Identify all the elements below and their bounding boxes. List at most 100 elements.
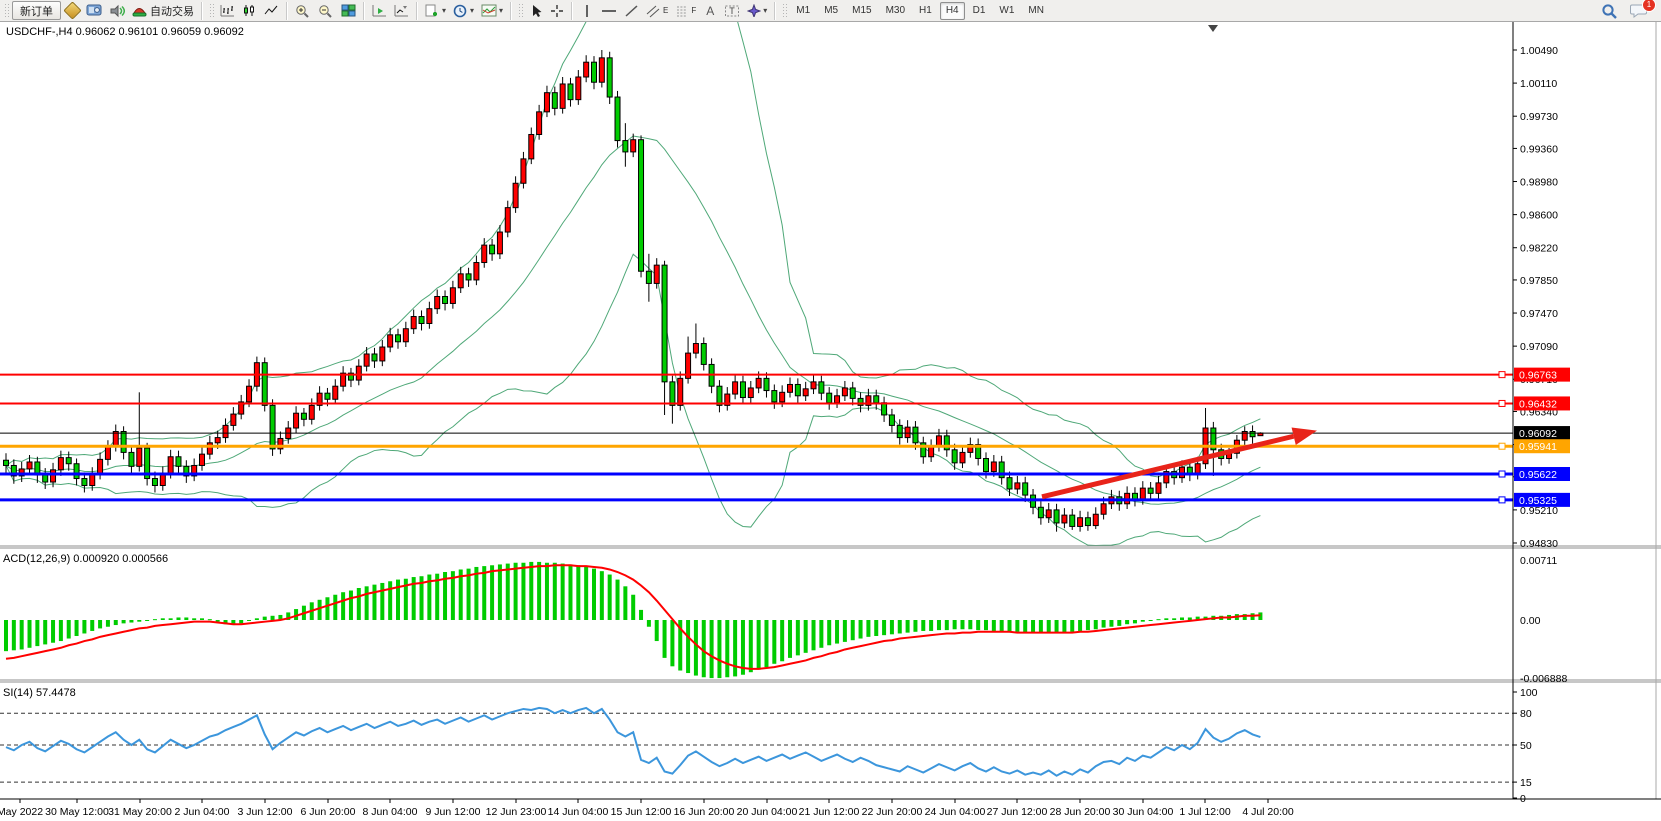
candle-chart-type-icon[interactable]	[239, 1, 260, 21]
vertical-line-tool-icon[interactable]	[577, 1, 597, 21]
chart-shift-marker[interactable]	[1208, 25, 1218, 32]
price-tag-text: 0.96432	[1519, 398, 1557, 410]
hline-handle[interactable]	[1498, 496, 1506, 504]
autotrading-button[interactable]: 自动交易	[129, 1, 197, 21]
templates-icon[interactable]: ▾	[478, 1, 506, 21]
macd-bar	[356, 588, 361, 620]
candle	[371, 353, 378, 362]
text-label-tool-icon[interactable]: T	[721, 1, 743, 21]
chat-icon[interactable]: 1	[1627, 0, 1656, 21]
macd-bar	[693, 620, 698, 676]
equidistant-channel-tool-icon[interactable]: E	[643, 1, 671, 21]
macd-bar	[419, 576, 424, 620]
candle	[277, 437, 284, 450]
price-tick: 1.00110	[1520, 78, 1557, 90]
macd-bar	[1070, 620, 1075, 632]
clock-glyph	[453, 4, 467, 17]
chevron-down-icon: ▾	[442, 6, 447, 15]
channel-e-label: E	[663, 6, 669, 15]
new-order-button[interactable]: 新订单	[12, 1, 61, 20]
arrows-tool-icon[interactable]: ▾	[744, 1, 770, 21]
zoom-in-icon[interactable]	[292, 1, 314, 21]
candle	[434, 295, 441, 310]
fibonacci-tool-icon[interactable]: F	[672, 1, 699, 21]
candle	[214, 437, 221, 444]
auto-scroll-icon[interactable]	[369, 1, 390, 21]
candle	[1006, 477, 1013, 490]
tf-button-H4[interactable]: H4	[939, 1, 965, 20]
indicators-add-icon[interactable]: ▾	[422, 1, 449, 21]
time-tick: 8 Jun 04:00	[363, 806, 418, 818]
macd-bar	[615, 579, 620, 620]
tf-button-D1[interactable]: D1	[972, 5, 986, 16]
bar-chart-type-icon[interactable]	[217, 1, 238, 21]
candle	[26, 461, 33, 470]
metaeditor-icon[interactable]	[62, 1, 82, 21]
line-chart-type-icon[interactable]	[261, 1, 282, 21]
candle	[834, 395, 841, 404]
horizontal-line-tool-icon[interactable]	[598, 1, 620, 21]
candle	[685, 352, 692, 379]
candle	[261, 362, 268, 406]
candle	[1014, 482, 1021, 490]
broadcast-icon[interactable]	[106, 1, 128, 21]
candles-layer	[3, 50, 1264, 532]
terminal-icon[interactable]	[83, 1, 105, 21]
chart-area[interactable]: USDCHF-,H4 0.96062 0.96101 0.96059 0.960…	[0, 22, 1661, 821]
zoom-out-icon[interactable]	[315, 1, 337, 21]
tf-button-MN[interactable]: MN	[1028, 5, 1044, 16]
tf-button-M15[interactable]: M15	[852, 5, 872, 16]
tf-button-M1[interactable]: M1	[796, 5, 811, 16]
tf-button-M30[interactable]: M30	[885, 5, 906, 16]
price-tag-text: 0.96092	[1519, 428, 1557, 440]
hline-handle[interactable]	[1498, 442, 1506, 450]
chart-shift-icon[interactable]	[391, 1, 412, 21]
macd-bar	[192, 618, 197, 620]
tile-windows-icon[interactable]	[338, 1, 359, 21]
candle	[379, 346, 386, 362]
hline-handle[interactable]	[1498, 371, 1506, 379]
macd-bar	[403, 578, 408, 620]
tf-button-M5[interactable]: M5	[824, 5, 839, 16]
price-tag-0.96763	[1514, 367, 1570, 382]
notification-badge: 1	[1642, 0, 1656, 12]
toolbar-grip[interactable]	[209, 2, 214, 19]
toolbar-grip[interactable]	[518, 2, 524, 19]
hline-handle[interactable]	[1498, 399, 1506, 407]
trend-arrow-line[interactable]	[1041, 433, 1295, 500]
crosshair-tool-icon[interactable]	[547, 1, 567, 21]
tf-button-W1[interactable]: W1	[999, 5, 1015, 16]
macd-bar	[505, 563, 510, 620]
price-tag-0.95941	[1514, 439, 1570, 454]
hline-handle[interactable]	[1498, 470, 1506, 478]
search-glyph	[1602, 3, 1617, 19]
periods-icon[interactable]: ▾	[450, 1, 477, 21]
candle	[559, 83, 566, 109]
macd-bar	[968, 620, 973, 630]
macd-bar	[780, 620, 785, 662]
toolbar-grip[interactable]	[782, 2, 788, 19]
toolbar-grip[interactable]	[4, 2, 9, 19]
trendline-tool-icon[interactable]	[621, 1, 642, 21]
candle	[42, 474, 49, 483]
candle	[857, 397, 864, 406]
price-chart[interactable]: USDCHF-,H4 0.96062 0.96101 0.96059 0.960…	[0, 22, 1661, 821]
macd-bar	[866, 620, 871, 637]
macd-bar	[921, 620, 926, 631]
autotrading-label: 自动交易	[150, 5, 194, 18]
macd-bar	[544, 562, 549, 620]
time-tick: 4 Jul 20:00	[1242, 806, 1294, 818]
price-tag-0.95622	[1514, 467, 1570, 482]
trend-arrow-head[interactable]	[1291, 427, 1317, 445]
macd-bar	[599, 571, 604, 620]
macd-bar	[631, 594, 636, 620]
macd-bar	[913, 620, 918, 632]
time-tick: 2 Jun 04:00	[175, 806, 230, 818]
search-icon[interactable]	[1598, 1, 1621, 21]
text-tool-icon[interactable]: A	[700, 1, 720, 21]
cursor-tool-icon[interactable]	[526, 1, 546, 21]
tf-button-H1[interactable]: H1	[919, 5, 932, 16]
bars-glyph	[220, 5, 234, 17]
candle	[167, 456, 174, 474]
